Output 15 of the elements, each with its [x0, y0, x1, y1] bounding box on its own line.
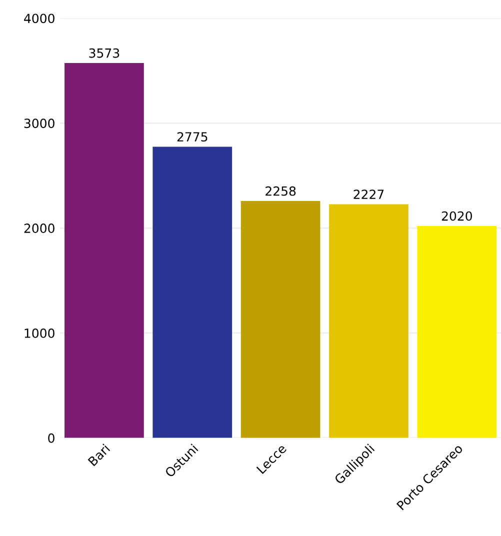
y-tick-label: 0: [48, 433, 54, 443]
y-tick-label: 2000: [24, 224, 54, 233]
data-label: 3573: [89, 48, 120, 58]
y-tick-label: 4000: [24, 14, 54, 24]
bar: [329, 204, 408, 438]
data-label: 2775: [177, 132, 208, 142]
bar: [152, 146, 232, 438]
y-tick-label: 3000: [24, 118, 54, 128]
data-label: 2020: [442, 211, 472, 221]
data-label: 2227: [354, 190, 384, 199]
bar: [240, 201, 320, 438]
data-label: 2258: [266, 186, 296, 196]
bar: [417, 226, 497, 438]
bar: [64, 63, 144, 438]
y-tick-label: 1000: [24, 328, 54, 338]
